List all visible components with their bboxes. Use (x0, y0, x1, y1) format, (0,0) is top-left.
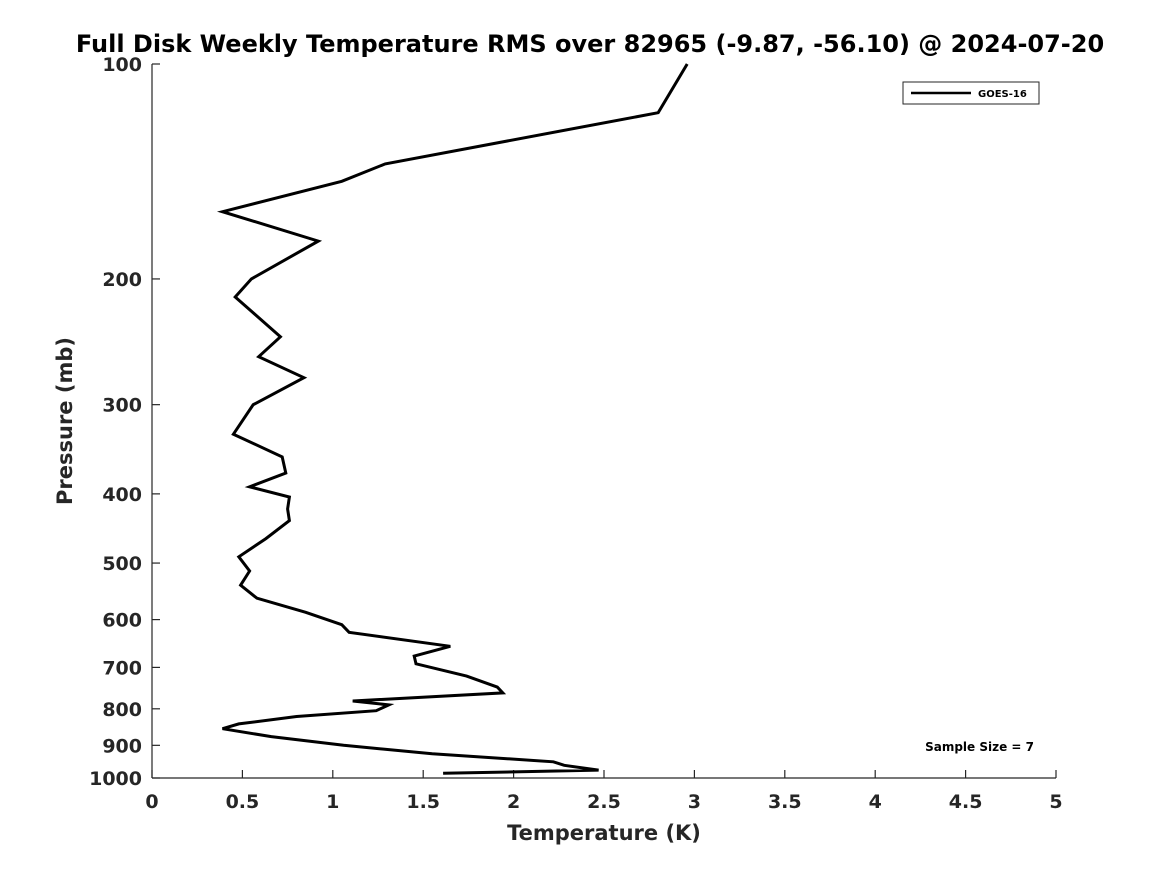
y-ticks: 100 200 300 400 500 600 700 800 900 1000 (89, 54, 160, 790)
x-tick-label: 3.5 (768, 791, 802, 813)
y-tick-label: 1000 (89, 768, 142, 790)
x-tick-label: 1.5 (406, 791, 440, 813)
x-tick-label: 5 (1049, 791, 1062, 813)
y-tick-label: 600 (102, 610, 142, 632)
y-axis-label: Pressure (mb) (53, 337, 77, 505)
x-tick-label: 1 (326, 791, 339, 813)
chart-title: Full Disk Weekly Temperature RMS over 82… (76, 30, 1104, 58)
legend-label-goes-16: GOES-16 (978, 89, 1027, 100)
x-tick-label: 4 (869, 791, 882, 813)
x-tick-label: 2.5 (587, 791, 621, 813)
x-tick-label: 0.5 (226, 791, 260, 813)
x-tick-label: 4.5 (949, 791, 983, 813)
series-line-goes-16 (216, 63, 689, 775)
y-tick-label: 100 (102, 54, 142, 76)
y-tick-label: 300 (102, 395, 142, 417)
x-axis-label: Temperature (K) (507, 821, 701, 845)
y-tick-label: 400 (102, 484, 142, 506)
x-tick-label: 0 (145, 791, 158, 813)
y-tick-label: 700 (102, 657, 142, 679)
y-tick-label: 200 (102, 269, 142, 291)
sample-size-annotation: Sample Size = 7 (925, 740, 1034, 754)
x-tick-label: 2 (507, 791, 520, 813)
legend: GOES-16 (902, 81, 1040, 105)
x-ticks: 0 0.5 1 1.5 2 2.5 3 3.5 4 4.5 5 (145, 770, 1063, 813)
series-layer (216, 63, 689, 775)
y-tick-label: 500 (102, 553, 142, 575)
y-tick-label: 900 (102, 735, 142, 757)
x-tick-label: 3 (688, 791, 701, 813)
y-tick-label: 800 (102, 699, 142, 721)
